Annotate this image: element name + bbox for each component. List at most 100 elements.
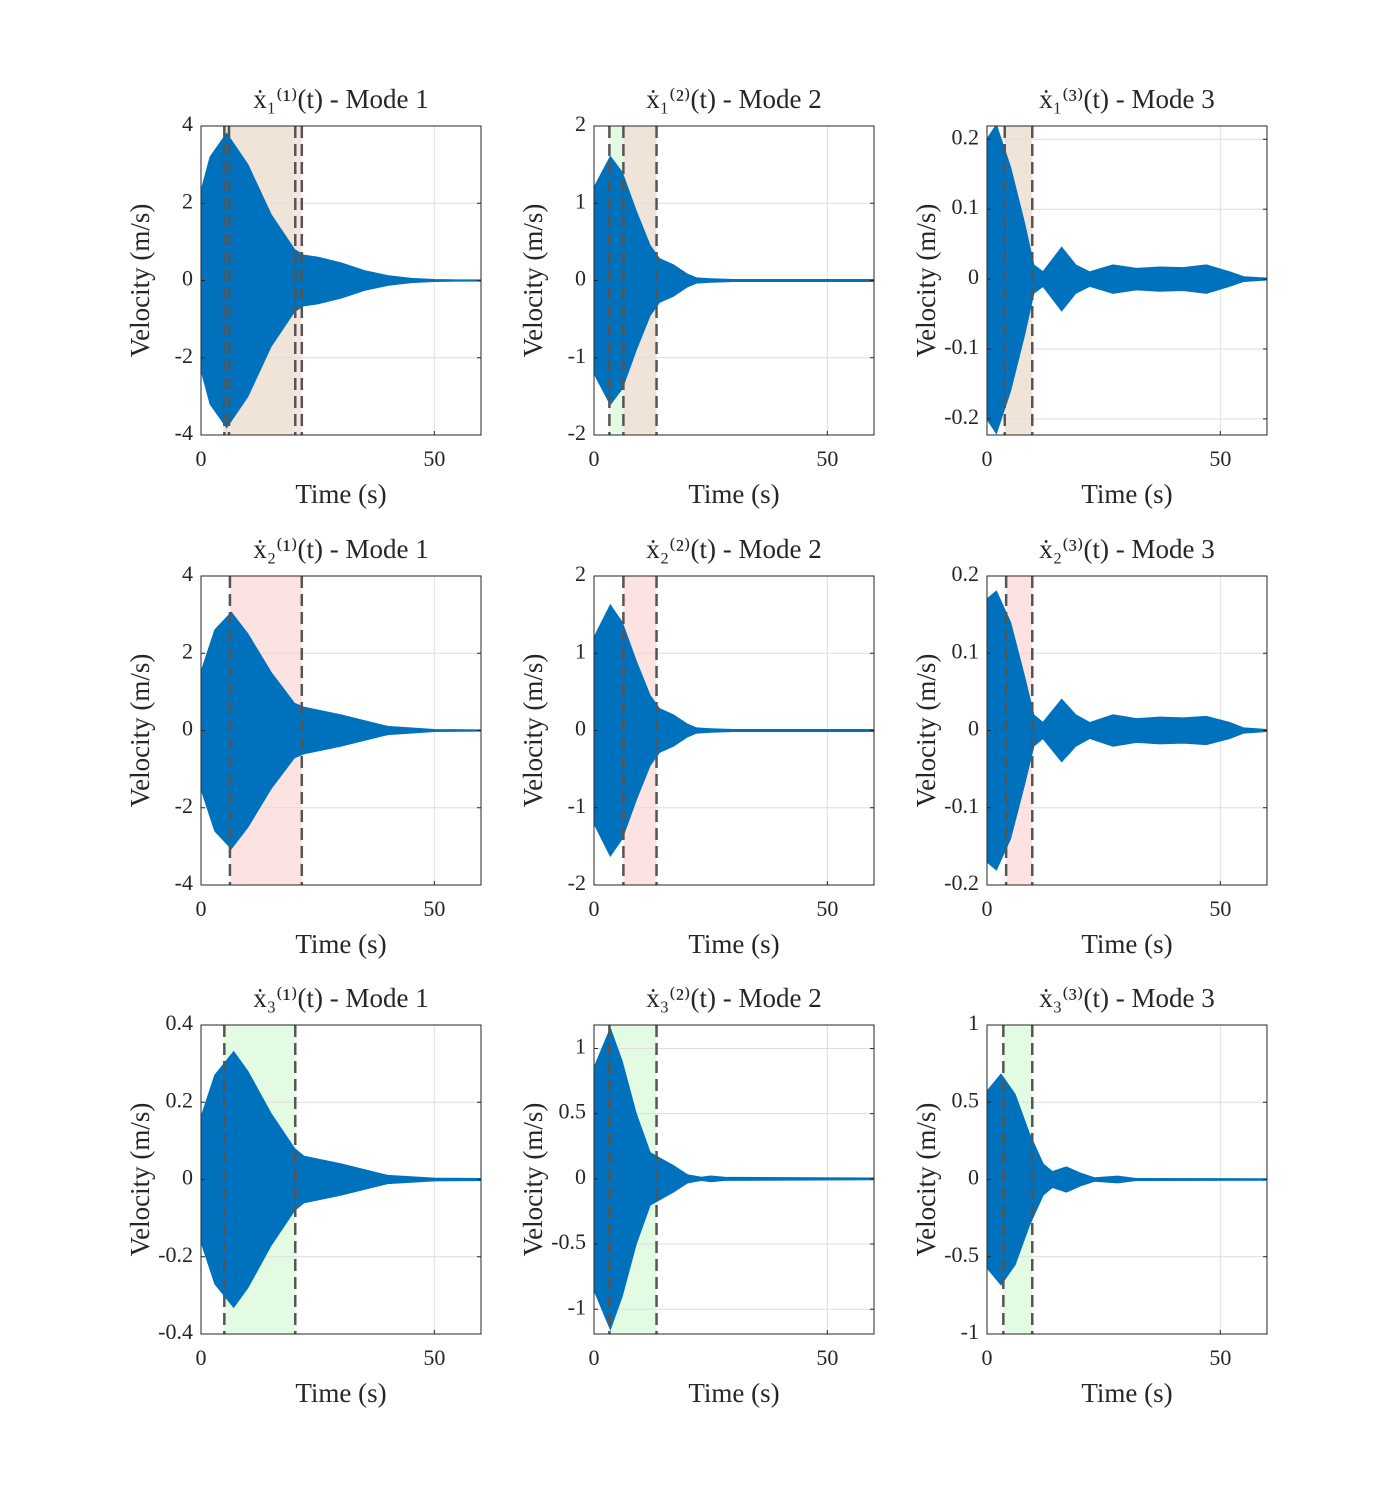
- x-axis-label: Time (s): [295, 929, 386, 959]
- x-tick-label: 50: [816, 446, 838, 471]
- x-tick-label: 50: [1209, 1345, 1231, 1370]
- y-tick-label: 0.2: [952, 124, 980, 149]
- x-axis-label: Time (s): [688, 1378, 779, 1408]
- subplot-title: ẋ₁⁽¹⁾(t) - Mode 1: [253, 84, 429, 114]
- x-axis-label: Time (s): [688, 929, 779, 959]
- signal-envelope: [594, 155, 874, 282]
- y-tick-label: 0: [968, 1165, 979, 1190]
- x-tick-label: 50: [1209, 446, 1231, 471]
- x-tick-label: 50: [423, 896, 445, 921]
- y-tick-label: -0.1: [944, 334, 979, 359]
- subplot: -4 -2 0 2 4 0 50 ẋ₂⁽¹⁾(t) - Mode 1 Time (s) Velo…: [125, 534, 482, 959]
- subplot-title: ẋ₁⁽³⁾(t) - Mode 3: [1039, 84, 1215, 114]
- y-tick-label: -2: [175, 793, 193, 818]
- signal-envelope: [594, 603, 874, 732]
- x-axis-label: Time (s): [295, 1378, 386, 1408]
- x-tick-label: 50: [423, 1345, 445, 1370]
- signal-envelope: [594, 1178, 874, 1331]
- y-tick-label: -1: [961, 1319, 979, 1344]
- signal-envelope: [987, 590, 1267, 732]
- axes-box: [593, 1024, 875, 1335]
- signal-envelope: [987, 278, 1267, 435]
- plot-area: [594, 126, 874, 435]
- y-tick-label: 0: [575, 1164, 586, 1189]
- y-tick-label: 0.1: [952, 194, 980, 219]
- y-axis-label: Velocity (m/s): [518, 654, 548, 808]
- y-axis-label: Velocity (m/s): [518, 204, 548, 358]
- y-tick-label: -2: [568, 870, 586, 895]
- signal-envelope: [201, 611, 481, 732]
- subplot: -0.4 -0.2 0 0.2 0.4 0 50 ẋ₃⁽¹⁾(t) - Mode 1 Time…: [125, 983, 482, 1408]
- y-tick-label: 0: [575, 716, 586, 741]
- x-axis-label: Time (s): [295, 479, 386, 509]
- signal-envelope: [201, 279, 481, 429]
- y-tick-label: -2: [175, 343, 193, 368]
- y-tick-label: -4: [175, 420, 193, 445]
- subplot: -0.2 -0.1 0 0.1 0.2 0 50 ẋ₂⁽³⁾(t) - Mode 3 Time…: [911, 534, 1268, 959]
- subplot-title: ẋ₃⁽²⁾(t) - Mode 2: [646, 983, 822, 1013]
- signal-envelope: [987, 1073, 1267, 1181]
- y-tick-label: 1: [575, 1034, 586, 1059]
- x-axis-label: Time (s): [688, 479, 779, 509]
- plot-area: [201, 1025, 481, 1334]
- plot-area: [594, 1025, 874, 1334]
- y-tick-label: 0: [182, 1165, 193, 1190]
- x-tick-label: 0: [982, 896, 993, 921]
- y-tick-label: 0.4: [166, 1010, 194, 1035]
- plot-area: [987, 126, 1267, 435]
- y-tick-label: 0.1: [952, 638, 980, 663]
- subplot: -2 -1 0 1 2 0 50 ẋ₁⁽²⁾(t) - Mode 2 Time (s) Velo…: [518, 84, 875, 509]
- plot-area: [594, 576, 874, 885]
- subplot: -1 -0.5 0 0.5 1 0 50 ẋ₃⁽²⁾(t) - Mode 2 Time (s)…: [518, 983, 875, 1408]
- signal-envelope: [987, 729, 1267, 871]
- x-tick-label: 50: [423, 446, 445, 471]
- subplot: -2 -1 0 1 2 0 50 ẋ₂⁽²⁾(t) - Mode 2 Time (s) Velo…: [518, 534, 875, 959]
- subplot-title: ẋ₂⁽²⁾(t) - Mode 2: [646, 534, 822, 564]
- y-tick-label: -2: [568, 420, 586, 445]
- y-tick-label: 0.5: [952, 1087, 980, 1112]
- y-tick-label: -1: [568, 1294, 586, 1319]
- x-tick-label: 0: [982, 1345, 993, 1370]
- y-axis-label: Velocity (m/s): [125, 1103, 155, 1257]
- y-tick-label: -0.2: [944, 870, 979, 895]
- signal-envelope: [201, 1050, 481, 1181]
- signal-envelope: [201, 729, 481, 850]
- x-tick-label: 50: [816, 896, 838, 921]
- signal-envelope: [987, 126, 1267, 280]
- y-tick-label: 2: [182, 188, 193, 213]
- signal-envelope: [201, 132, 481, 282]
- plot-area: [201, 576, 481, 885]
- y-tick-label: 4: [182, 561, 193, 586]
- y-tick-label: -0.5: [551, 1229, 586, 1254]
- subplot-title: ẋ₃⁽³⁾(t) - Mode 3: [1039, 983, 1215, 1013]
- y-tick-label: 1: [968, 1010, 979, 1035]
- subplot-title: ẋ₂⁽³⁾(t) - Mode 3: [1039, 534, 1215, 564]
- y-axis-label: Velocity (m/s): [911, 654, 941, 808]
- y-axis-label: Velocity (m/s): [125, 654, 155, 808]
- x-tick-label: 0: [196, 446, 207, 471]
- subplot: -0.2 -0.1 0 0.1 0.2 0 50 ẋ₁⁽³⁾(t) - Mode 3 Time…: [911, 84, 1268, 509]
- subplot: -4 -2 0 2 4 0 50 ẋ₁⁽¹⁾(t) - Mode 1 Time (s) Velo…: [125, 84, 482, 509]
- y-axis-label: Velocity (m/s): [911, 204, 941, 358]
- subplot-title: ẋ₂⁽¹⁾(t) - Mode 1: [253, 534, 429, 564]
- x-axis-label: Time (s): [1081, 479, 1172, 509]
- x-tick-label: 0: [196, 896, 207, 921]
- signal-envelope: [594, 1026, 874, 1180]
- y-tick-label: 1: [575, 188, 586, 213]
- y-axis-label: Velocity (m/s): [518, 1103, 548, 1257]
- y-tick-label: -4: [175, 870, 193, 895]
- plot-area: [201, 126, 481, 435]
- y-tick-label: -0.4: [158, 1319, 193, 1344]
- y-tick-label: -0.2: [944, 404, 979, 429]
- y-axis-label: Velocity (m/s): [911, 1103, 941, 1257]
- y-tick-label: 0: [182, 716, 193, 741]
- y-tick-label: 0.2: [952, 561, 980, 586]
- y-tick-label: 0: [968, 264, 979, 289]
- plot-area: [987, 576, 1267, 885]
- y-tick-label: 0: [575, 266, 586, 291]
- x-tick-label: 0: [196, 1345, 207, 1370]
- x-tick-label: 0: [589, 896, 600, 921]
- subplot: -1 -0.5 0 0.5 1 0 50 ẋ₃⁽³⁾(t) - Mode 3 Time (s)…: [911, 983, 1268, 1408]
- y-tick-label: 0: [968, 716, 979, 741]
